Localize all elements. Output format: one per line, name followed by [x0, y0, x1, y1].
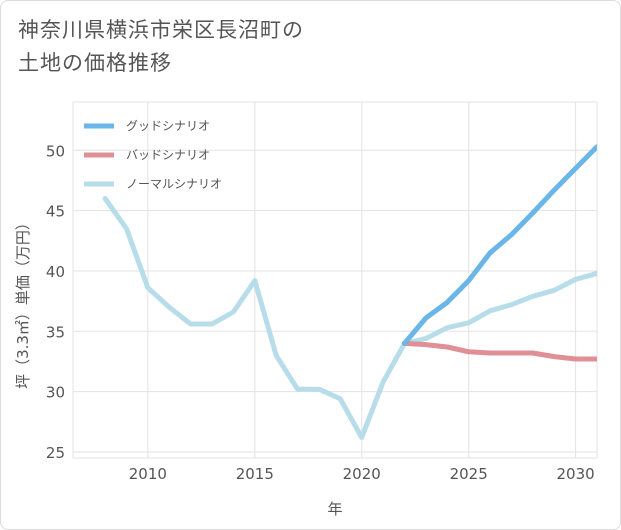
- y-tick-label: 40: [46, 263, 65, 281]
- series-lines: [102, 144, 597, 440]
- chart-title-line1: 神奈川県横浜市栄区長沼町の: [18, 18, 304, 42]
- chart-title: 神奈川県横浜市栄区長沼町の 土地の価格推移: [18, 14, 304, 80]
- x-tick-label: 2025: [450, 465, 488, 483]
- x-tick-label: 2015: [236, 465, 274, 483]
- y-tick-label: 30: [46, 384, 65, 402]
- x-axis-title: 年: [327, 500, 342, 518]
- x-tick-label: 2020: [343, 465, 381, 483]
- legend-label-1: バッドシナリオ: [126, 148, 210, 162]
- y-axis-title: 坪（3.3㎡）単価（万円）: [14, 215, 32, 389]
- series-line-2: [102, 196, 597, 440]
- y-tick-label: 50: [46, 142, 65, 160]
- legend-label-2: ノーマルシナリオ: [126, 177, 222, 191]
- legend-label-0: グッドシナリオ: [126, 119, 210, 133]
- y-tick-label: 45: [46, 203, 65, 221]
- chart-title-line2: 土地の価格推移: [18, 51, 172, 75]
- axes: 2010 2015 2020 2025 2030 25 30 35 40 45 50: [46, 142, 595, 483]
- series-line-1: [402, 340, 597, 362]
- y-tick-label: 35: [46, 323, 65, 341]
- y-tick-label: 25: [46, 444, 65, 462]
- x-tick-label: 2010: [129, 465, 167, 483]
- x-tick-label: 2030: [557, 465, 595, 483]
- series-line-0: [402, 144, 597, 346]
